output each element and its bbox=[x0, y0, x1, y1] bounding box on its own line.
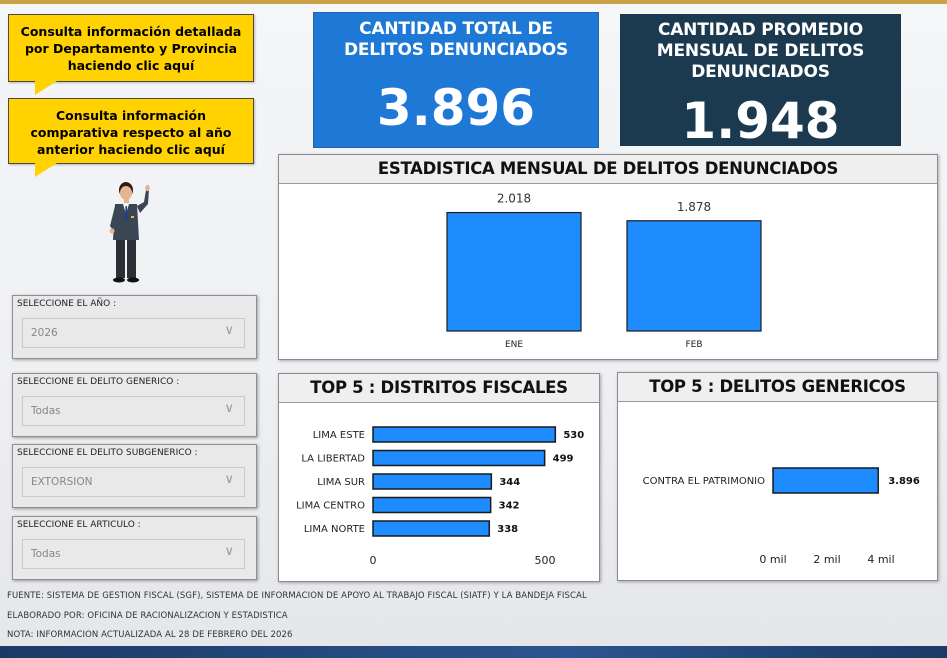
footer-source: FUENTE: SISTEMA DE GESTION FISCAL (SGF),… bbox=[7, 591, 587, 601]
year-filter-label: SELECCIONE EL AÑO : bbox=[17, 299, 117, 309]
compare-callout-button[interactable]: Consulta información comparativa respect… bbox=[8, 98, 254, 177]
subgeneric-crime-filter: SELECCIONE EL DELITO SUBGENERICO : EXTOR… bbox=[12, 444, 257, 508]
article-select[interactable]: Todas ∨ bbox=[22, 539, 245, 569]
crimes-title: TOP 5 : DELITOS GENERICOS bbox=[618, 373, 937, 402]
year-select[interactable]: 2026 ∨ bbox=[22, 318, 245, 348]
district-bar bbox=[372, 473, 493, 490]
district-data-label: 530 bbox=[563, 430, 584, 441]
year-filter: SELECCIONE EL AÑO : 2026 ∨ bbox=[12, 295, 257, 359]
district-label: LIMA CENTRO bbox=[296, 501, 365, 512]
subgeneric-crime-select[interactable]: EXTORSION ∨ bbox=[22, 467, 245, 497]
district-data-label: 338 bbox=[497, 524, 518, 535]
month-bar bbox=[626, 220, 762, 332]
presenter-illustration bbox=[109, 182, 150, 283]
districts-bar-chart: LIMA ESTE 530 LA LIBERTAD 499 LIMA SUR 344 LIM… bbox=[296, 426, 584, 567]
kpi-total-value: 3.896 bbox=[376, 79, 536, 137]
subgeneric-crime-filter-label: SELECCIONE EL DELITO SUBGENERICO : bbox=[17, 448, 198, 458]
district-label: LIMA ESTE bbox=[313, 430, 365, 441]
kpi-average-title: CANTIDAD PROMEDIO MENSUAL DE DELITOS DEN… bbox=[656, 20, 865, 82]
district-data-label: 344 bbox=[499, 477, 520, 488]
crime-bar bbox=[772, 467, 879, 494]
district-bar bbox=[372, 520, 491, 537]
generic-crime-filter-label: SELECCIONE EL DELITO GENERICO : bbox=[17, 377, 180, 387]
kpi-total-card: CANTIDAD TOTAL DE DELITOS DENUNCIADOS 3.… bbox=[313, 12, 599, 148]
generic-crime-filter: SELECCIONE EL DELITO GENERICO : Todas ∨ bbox=[12, 373, 257, 437]
district-label: LA LIBERTAD bbox=[301, 454, 365, 465]
kpi-average-value: 1.948 bbox=[681, 92, 840, 150]
chevron-down-icon: ∨ bbox=[224, 323, 234, 338]
district-bar bbox=[372, 496, 492, 514]
bottom-accent-strip bbox=[0, 646, 947, 658]
crime-x-tick: 0 mil bbox=[759, 553, 786, 566]
district-label: LIMA NORTE bbox=[304, 524, 365, 535]
district-data-label: 499 bbox=[553, 454, 574, 465]
districts-title: TOP 5 : DISTRITOS FISCALES bbox=[279, 374, 599, 403]
district-bar bbox=[372, 449, 546, 467]
monthly-chart-title: ESTADISTICA MENSUAL DE DELITOS DENUNCIAD… bbox=[279, 155, 937, 184]
month-tick-label: FEB bbox=[685, 340, 702, 350]
month-tick-label: ENE bbox=[505, 340, 523, 350]
article-select-value: Todas bbox=[31, 548, 61, 560]
compare-callout-text: Consulta información comparativa respect… bbox=[30, 108, 232, 157]
chevron-down-icon: ∨ bbox=[224, 401, 234, 416]
month-bar bbox=[446, 211, 582, 332]
detail-callout-button[interactable]: Consulta información detallada por Depar… bbox=[8, 14, 254, 95]
top-accent-strip bbox=[0, 0, 947, 4]
monthly-chart-panel: ESTADISTICA MENSUAL DE DELITOS DENUNCIAD… bbox=[278, 154, 938, 360]
generic-crime-select-value: Todas bbox=[31, 405, 61, 417]
district-bar bbox=[372, 426, 557, 443]
footer-prepared-by: ELABORADO POR: OFICINA DE RACIONALIZACIO… bbox=[7, 611, 288, 621]
district-x-tick: 500 bbox=[535, 554, 556, 567]
kpi-average-card: CANTIDAD PROMEDIO MENSUAL DE DELITOS DEN… bbox=[620, 14, 901, 150]
month-data-label: 2.018 bbox=[497, 192, 531, 206]
chevron-down-icon: ∨ bbox=[224, 472, 234, 487]
district-data-label: 342 bbox=[499, 501, 520, 512]
month-data-label: 1.878 bbox=[677, 200, 711, 214]
crimes-bar-chart: CONTRA EL PATRIMONIO 3.896 0 mil 2 mil 4 mil bbox=[643, 467, 920, 566]
crimes-panel: TOP 5 : DELITOS GENERICOS CONTRA EL PATR… bbox=[617, 372, 938, 581]
detail-callout-text: Consulta información detallada por Depar… bbox=[20, 24, 242, 73]
crime-label: CONTRA EL PATRIMONIO bbox=[643, 476, 765, 487]
year-select-value: 2026 bbox=[31, 327, 58, 339]
footer-note: NOTA: INFORMACION ACTUALIZADA AL 28 DE F… bbox=[7, 630, 293, 640]
chevron-down-icon: ∨ bbox=[224, 544, 234, 559]
districts-panel: TOP 5 : DISTRITOS FISCALES LIMA ESTE 530 L… bbox=[278, 373, 600, 582]
district-label: LIMA SUR bbox=[317, 477, 365, 488]
monthly-bar-chart: 2.018 ENE 1.878 FEB bbox=[446, 192, 762, 350]
district-x-tick: 0 bbox=[370, 554, 377, 567]
crime-x-tick: 4 mil bbox=[867, 553, 894, 566]
kpi-total-title: CANTIDAD TOTAL DE DELITOS DENUNCIADOS bbox=[343, 19, 569, 60]
callout-tail bbox=[35, 81, 57, 95]
article-filter-label: SELECCIONE EL ARTICULO : bbox=[17, 520, 141, 530]
generic-crime-select[interactable]: Todas ∨ bbox=[22, 396, 245, 426]
crime-data-label: 3.896 bbox=[888, 476, 920, 487]
crime-x-tick: 2 mil bbox=[813, 553, 840, 566]
callout-tail bbox=[35, 163, 57, 177]
article-filter: SELECCIONE EL ARTICULO : Todas ∨ bbox=[12, 516, 257, 580]
subgeneric-crime-select-value: EXTORSION bbox=[31, 476, 93, 488]
